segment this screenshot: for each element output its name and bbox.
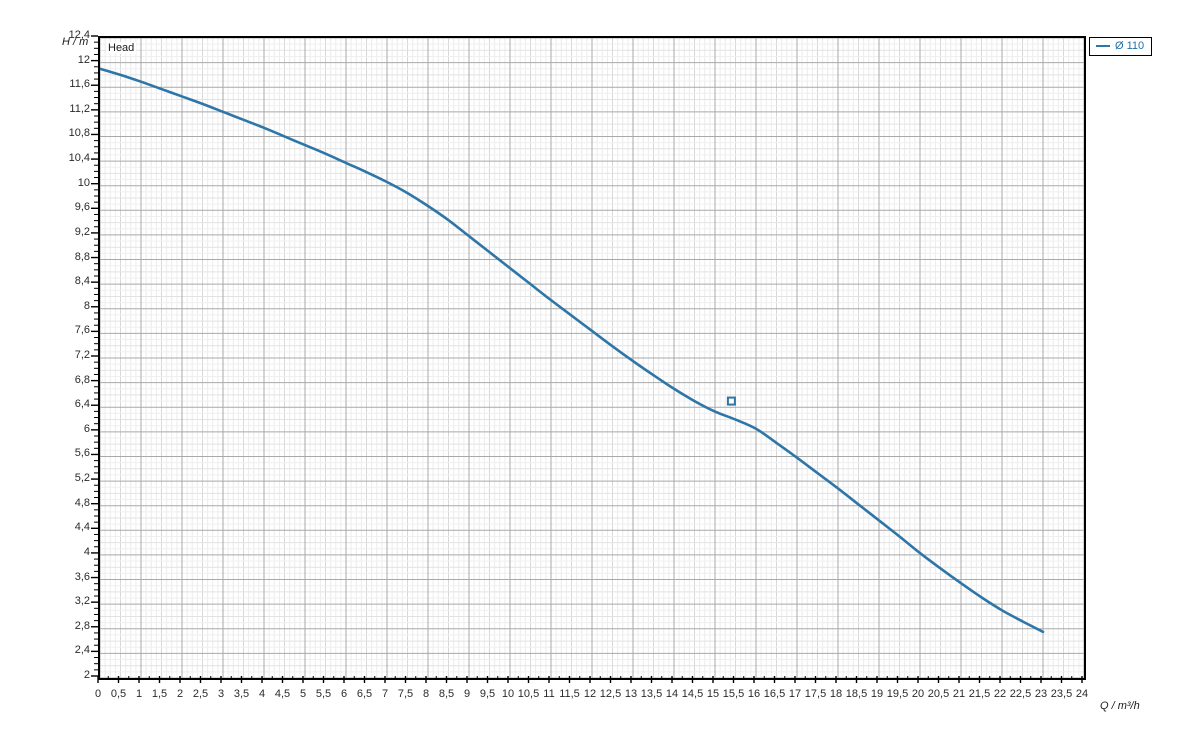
legend-line-swatch <box>1096 45 1110 47</box>
y-axis-title-text: H / m <box>62 36 89 48</box>
series-curve-layer <box>100 67 1045 634</box>
series-inline-label: Head <box>106 42 137 54</box>
legend-entry-label: Ø 110 <box>1115 40 1145 52</box>
x-axis-title: Q / m³/h <box>1100 700 1140 712</box>
plot-area: Head <box>98 36 1086 680</box>
x-axis-title-text: Q / m³/h <box>1100 700 1140 712</box>
legend[interactable]: Ø 110 <box>1089 37 1153 56</box>
y-axis-title: H / m <box>62 36 88 48</box>
grid-lines <box>100 38 1084 678</box>
